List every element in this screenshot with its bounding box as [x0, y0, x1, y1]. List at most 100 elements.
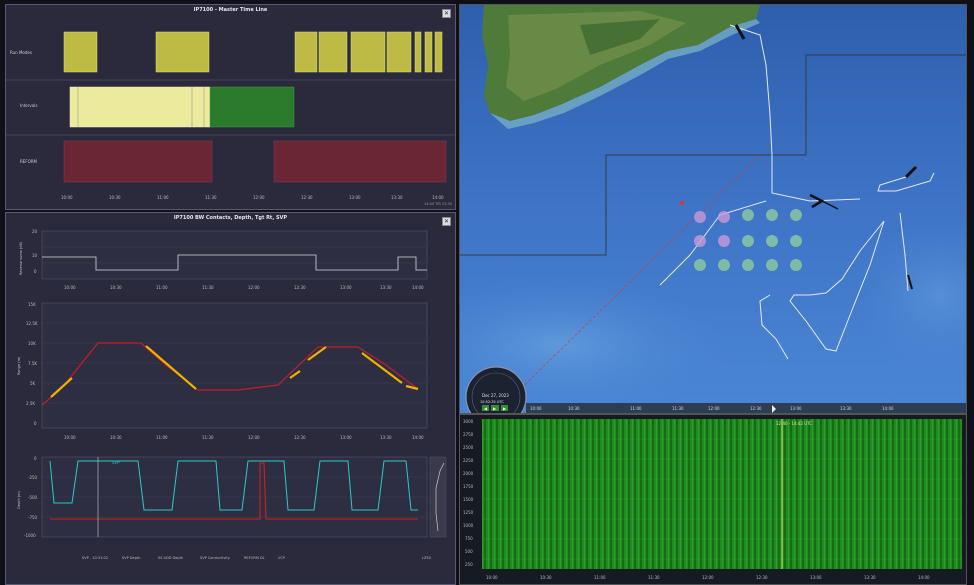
chart2-ytick: 15K: [28, 302, 36, 307]
legend-item[interactable]: REFORM DL: [244, 556, 265, 560]
legend-item[interactable]: SVP - 10:31:02: [82, 556, 108, 560]
compass-widget[interactable]: Dec 27, 2023 10:52:35 UTC ◀ ▶ ▶: [465, 366, 527, 413]
vessel-marker[interactable]: [907, 274, 913, 290]
run-mode-bar[interactable]: [414, 31, 422, 73]
timeline-title: IP7100 - Master Time Line: [193, 7, 268, 13]
contact-track-2: [877, 172, 935, 192]
chart1-xaxis: 10:00 10:30 11:00 11:30 12:00 12:30 13:0…: [64, 285, 424, 290]
spec-ytick: 2000: [463, 471, 474, 476]
legend-item[interactable]: SVP Depth: [122, 556, 141, 560]
vessel-marker[interactable]: [904, 165, 918, 179]
chart2-ytick: 7.5K: [28, 361, 37, 366]
chart2-xtick: 11:00: [156, 435, 168, 440]
chart3-ytick: -500: [28, 495, 38, 500]
run-mode-bar[interactable]: [294, 31, 318, 73]
kinematics-title: IP7100 BW Contacts, Depth, Tgt Rt, SVP: [173, 215, 288, 221]
run-mode-bar[interactable]: [386, 31, 412, 73]
chart1-xtick: 10:00: [64, 285, 76, 290]
timeline-tick: 10:00: [61, 195, 73, 200]
spec-ytick: 1250: [463, 510, 474, 515]
spec-xtick: 10:30: [540, 575, 552, 580]
svp-profile: [435, 462, 445, 532]
reform-bar[interactable]: [63, 140, 213, 183]
run-mode-bar[interactable]: [318, 31, 348, 73]
chart2-ytick: 12.5K: [26, 321, 38, 326]
spec-ytick: 500: [465, 549, 473, 554]
map-tick: 12:00: [708, 406, 720, 411]
kinematics-panel: IP7100 BW Contacts, Depth, Tgt Rt, SVP ✕…: [5, 212, 456, 585]
spec-xtick: 13:30: [864, 575, 876, 580]
chart1-xtick: 12:00: [248, 285, 260, 290]
timeline-tick: 12:30: [301, 195, 313, 200]
chart1-xtick: 14:00: [412, 285, 424, 290]
reform-depth-line: [50, 462, 418, 520]
run-mode-bar[interactable]: [155, 31, 210, 73]
playback-play-button[interactable]: [491, 405, 499, 411]
xaxis-units: LZ50: [422, 556, 431, 560]
compass-time: 10:52:35 UTC: [480, 400, 504, 404]
chart1-ytick: 10: [32, 253, 38, 258]
run-mode-bar[interactable]: [424, 31, 433, 73]
timeline-row-run-modes-label: Run Modes: [10, 50, 32, 55]
playback-forward-button[interactable]: [501, 405, 508, 411]
timeline-tick: 10:30: [109, 195, 121, 200]
target-range-line: [41, 342, 419, 406]
contact-track-3: [899, 212, 909, 292]
reform-bar[interactable]: [273, 140, 447, 183]
run-mode-bar[interactable]: [434, 31, 443, 73]
map-view[interactable]: Dec 27, 2023 10:52:35 UTC ◀ ▶ ▶ 10:00 10…: [459, 4, 967, 414]
vessel-marker[interactable]: [734, 24, 746, 40]
run-mode-bar[interactable]: [350, 31, 386, 73]
timeline-panel: IP7100 - Master Time Line ✕ Run Modes In…: [5, 4, 456, 210]
timeline-close-button[interactable]: ✕: [442, 9, 451, 18]
chart3-marker: SVP: [112, 460, 120, 465]
spec-xtick: 11:30: [648, 575, 660, 580]
chart2-xtick: 10:30: [110, 435, 122, 440]
timeline-tick: 13:00: [349, 195, 361, 200]
timeline-tick: 11:30: [205, 195, 217, 200]
run-mode-bar[interactable]: [63, 31, 98, 73]
spec-ytick: 1000: [463, 523, 474, 528]
spectrogram-panel[interactable]: 12:40 · 14:42 UTC 3000 2750 2500 2250 20…: [459, 414, 967, 585]
legend-item[interactable]: VCP: [278, 556, 285, 560]
spec-ytick: 2500: [463, 445, 474, 450]
contact-track-1: [659, 200, 767, 286]
kinematics-close-button[interactable]: ✕: [442, 217, 451, 226]
chart2-xtick: 11:30: [202, 435, 214, 440]
interval-bar[interactable]: [69, 86, 211, 128]
timeline-tick: 14:00: [432, 195, 444, 200]
chart2-ylabel: Range (m): [17, 356, 21, 375]
spectrogram-display[interactable]: [482, 419, 962, 569]
interval-bar[interactable]: [209, 86, 295, 128]
timeline-axis: 10:00 10:30 11:00 11:30 12:00 12:30 13:0…: [61, 195, 452, 206]
spec-ytick: 3000: [463, 419, 474, 424]
chart2-ytick: 2.5K: [26, 401, 35, 406]
depth-line: [49, 460, 418, 511]
chart3-ytick: -250: [28, 475, 38, 480]
chart1-xtick: 11:00: [156, 285, 168, 290]
chart2-ytick: 10K: [28, 341, 36, 346]
time-cursor-marker[interactable]: [772, 405, 776, 413]
spectrogram-yaxis: 3000 2750 2500 2250 2000 1750 1500 1250 …: [463, 419, 474, 567]
interval-bars: [69, 86, 295, 128]
contact-track-4: [789, 220, 885, 352]
legend-item[interactable]: SVP Conductivity: [200, 556, 230, 560]
play-icon: ▶: [493, 406, 497, 411]
spec-xtick: 12:30: [756, 575, 768, 580]
chart1-xtick: 13:30: [380, 285, 392, 290]
kinematics-legend: SVP - 10:31:02 SVP Depth SS ADD Depth SV…: [82, 556, 431, 560]
chart1-xtick: 10:30: [110, 285, 122, 290]
chart2-xtick: 13:00: [340, 435, 352, 440]
chart2-xaxis: 10:00 10:30 11:00 11:30 12:00 12:30 13:0…: [64, 435, 424, 440]
reform-bars: [63, 140, 447, 183]
map-time-strip[interactable]: [526, 403, 966, 413]
rewind-icon: ◀: [484, 406, 488, 411]
playback-rewind-button[interactable]: [482, 405, 489, 411]
chart2-xtick: 12:30: [294, 435, 306, 440]
chart2-xtick: 10:00: [64, 435, 76, 440]
sonobuoy-field: [694, 209, 802, 271]
chart1-ytick: 0: [34, 269, 37, 274]
legend-item[interactable]: SS ADD Depth: [158, 556, 183, 560]
chart3-ytick: -750: [28, 515, 38, 520]
spec-ytick: 2750: [463, 432, 474, 437]
